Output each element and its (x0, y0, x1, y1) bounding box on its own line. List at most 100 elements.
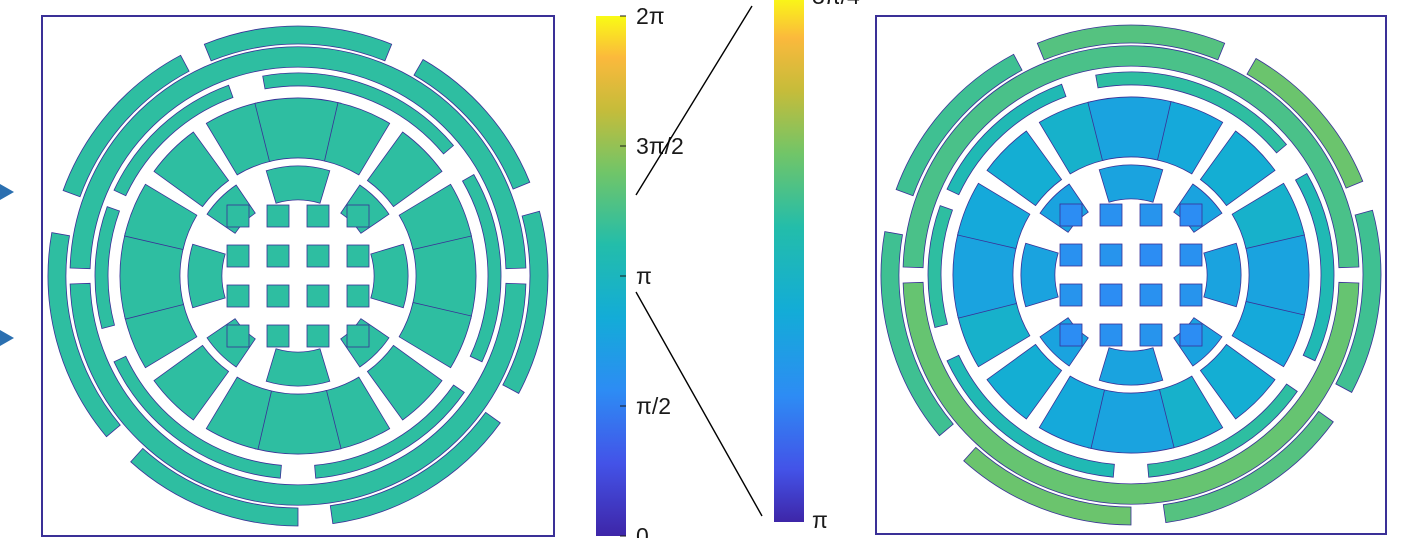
center-grid-block (306, 324, 330, 348)
outer-ring-segment (329, 411, 501, 525)
center-grid-block (1059, 203, 1083, 227)
outer-ring-segment (1036, 24, 1226, 61)
center-grid-block (346, 204, 370, 228)
center-grid-block (1179, 203, 1203, 227)
inner-ring-segment (113, 355, 282, 479)
center-grid-block (226, 244, 250, 268)
outer-ring-segment (1335, 209, 1382, 393)
center-grid-block (1059, 323, 1083, 347)
spoke-block (1199, 343, 1276, 420)
main-tick-label: 0 (636, 523, 649, 538)
center-grid-block (346, 244, 370, 268)
outer-ring-segment (963, 446, 1132, 526)
center-grid-block (266, 324, 290, 348)
mid-block (1020, 242, 1059, 308)
zoom-tick-label: π (812, 507, 828, 533)
outer-ring-segment (47, 232, 121, 438)
spoke-block (1157, 101, 1224, 175)
play-triangle-icon (0, 330, 14, 346)
inner-ring-segment (946, 83, 1067, 196)
zoom-tick-label: 3π/4 (812, 0, 860, 9)
connector-line-top (635, 5, 753, 196)
inner-ring-segment (94, 206, 121, 329)
spoke-block (398, 302, 472, 369)
inner-ring-segment (461, 173, 502, 363)
center-grid-block (1099, 323, 1123, 347)
spoke-block (205, 376, 272, 450)
center-grid-block (1099, 283, 1123, 307)
main-colorbar-ticks: 2π 3π/2 π π/2 0 (620, 3, 684, 538)
outer-ring-segment (880, 231, 954, 437)
main-ring-segment (69, 282, 527, 506)
main-ring-segment (902, 281, 1360, 505)
left-phase-mask (47, 25, 549, 527)
center-grid-block (226, 284, 250, 308)
center-grid-block (306, 284, 330, 308)
center-grid-block (266, 204, 290, 228)
outer-ring-segment (413, 58, 531, 190)
center-grid-block (346, 324, 370, 348)
arrow-markers (0, 184, 14, 346)
spoke-block (957, 182, 1031, 249)
inner-ring-segment (1095, 71, 1288, 154)
zoom-colorbar-ticks: 3π/4 π (812, 0, 860, 533)
spoke-block (324, 102, 391, 176)
center-grid-block (306, 244, 330, 268)
inner-ring-segment (1294, 172, 1335, 362)
center-grid-block (1179, 323, 1203, 347)
inner-ring-segment (927, 205, 954, 328)
main-ring-segment (902, 45, 1360, 269)
inner-ring-segment (314, 384, 465, 479)
zoom-colorbar: 3π/4 π (774, 0, 860, 533)
center-grid-block (1099, 203, 1123, 227)
center-grid-block (226, 204, 250, 228)
mid-block (265, 348, 331, 387)
main-tick-label: π (636, 263, 652, 289)
center-grid-block (306, 204, 330, 228)
outer-ring-segment (502, 210, 549, 394)
connector-line-bottom (635, 291, 763, 517)
main-tick-label: 3π/2 (636, 133, 684, 159)
outer-ring-segment (1162, 410, 1334, 524)
zoom-connector-lines (635, 5, 763, 517)
spoke-block (153, 344, 230, 421)
center-grid-block (266, 284, 290, 308)
spoke-block (986, 130, 1063, 207)
mid-block (1098, 164, 1164, 203)
spoke-block (366, 131, 443, 208)
spoke-block (1231, 301, 1305, 368)
outer-ring-segment (62, 54, 190, 198)
center-grid-block (1059, 283, 1083, 307)
center-grid-block (266, 244, 290, 268)
outer-ring-segment (130, 447, 299, 527)
center-grid-block (1179, 283, 1203, 307)
center-grid-block (1059, 243, 1083, 267)
left-panel-frame (41, 15, 555, 537)
inner-ring-segment (946, 354, 1115, 478)
spoke-block (1231, 182, 1305, 249)
main-tick-label: 2π (636, 3, 665, 29)
play-triangle-icon (0, 184, 14, 200)
center-grid-block (1099, 243, 1123, 267)
outer-ring-segment (1246, 57, 1364, 189)
mid-block (1203, 242, 1242, 308)
center-grid-block (1139, 323, 1163, 347)
center-grid-block (1179, 243, 1203, 267)
right-phase-mask (880, 24, 1382, 526)
mid-block (187, 243, 226, 309)
mid-block (265, 165, 331, 204)
center-grid-block (1139, 243, 1163, 267)
mid-block (1098, 347, 1164, 386)
mid-block (370, 243, 409, 309)
inner-ring-segment (1147, 383, 1298, 478)
left-phase-map-panel (41, 15, 555, 537)
outer-ring-segment (895, 53, 1023, 197)
spoke-block (1038, 375, 1105, 449)
center-grid-block (1139, 203, 1163, 227)
spoke-block (366, 344, 443, 421)
main-colorbar: 2π 3π/2 π π/2 0 (596, 3, 684, 538)
main-tick-label: π/2 (636, 393, 671, 419)
center-grid-block (1139, 283, 1163, 307)
spoke-block (398, 183, 472, 250)
